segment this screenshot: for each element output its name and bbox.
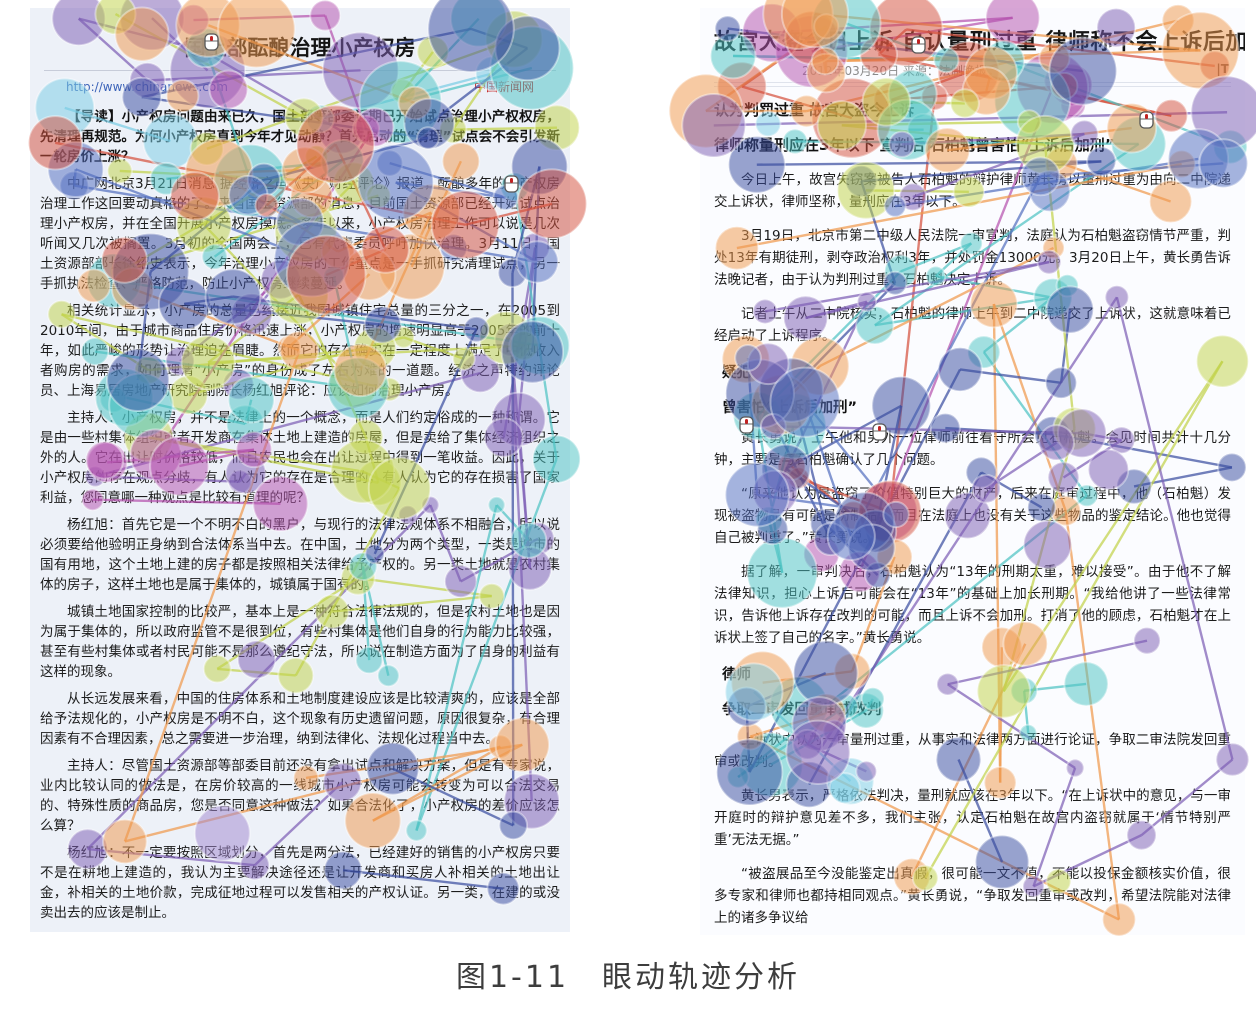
paragraph: 黄长勇说，上午他和另外一位律师前往看守所会见石柏魁。会见时间共计十几分钟，主要是… (714, 430, 1231, 468)
left-title-divider (44, 70, 556, 71)
paragraph: 从长远发展来看，中国的住房体系和土地制度建设应该是比较清爽的，应该是全部给予法规… (40, 691, 560, 747)
right-article-meta: 2012年03月20日 来源：法制晚报 |T (802, 62, 1229, 79)
paragraph: 3月19日，北京市第二中级人民法院一审宣判，法庭认为石柏魁盗窃情节严重，判处13… (714, 228, 1231, 288)
left-article-source: 中国新闻网 (473, 80, 534, 94)
paragraph: “原来他认为是盗窃了价值特别巨大的财产，后来在庭审过程中，他（石柏魁）发现被盗物… (714, 486, 1231, 546)
article-page-left: 国土部酝酿治理小产权房 http://www.chinanews.com 中国新… (30, 8, 570, 932)
font-size-toggle: |T (1216, 62, 1229, 76)
right-article-title: 故宫大盗今日上诉 自认量刑过重 律师称不会上诉后加刑 (714, 30, 1245, 55)
right-article-date: 2012年03月20日 来源：法制晚报 (802, 64, 987, 78)
paragraph: 相关统计显示，小产房的总量已经接近我国城镇住宅总量的三分之一，在2005到201… (40, 303, 560, 399)
right-meta-divider (714, 82, 1231, 87)
paragraph: 城镇土地国家控制的比较严，基本上是一种符合法律法规的，但是农村土地也是因为属于集… (40, 604, 560, 680)
right-article-body: 今日上午，故宫失窃案被告人石柏魁的辩护律师黄长勇以量刑过重为由向二中院递交上诉状… (714, 169, 1231, 929)
paragraph: 黄长男表示，严格依法判决，量刑就应该在3年以下。“在上诉状中的意见，与一审开庭时… (714, 788, 1231, 848)
paragraph: 据了解，一审判决后，石柏魁认为“13年的刑期太重，难以接受”。由于他不了解法律知… (714, 564, 1231, 646)
right-subhead-1: 认为判罚过重 故宫大盗今上诉 (714, 101, 915, 119)
section-head-fear: 曾害怕“上诉后加刑” (722, 400, 858, 416)
figure-caption: 图1-11 眼动轨迹分析 (455, 960, 801, 995)
paragraph: 杨红旭：不一定要按照区域划分，首先是两分法，已经建好的销售的小产权房只要不是在耕… (40, 845, 560, 921)
paragraph: 主持人：尽管国土资源部等部委目前还没有拿出试点和解决方案，但是有专家说，业内比较… (40, 758, 560, 834)
paragraph: 今日上午，故宫失窃案被告人石柏魁的辩护律师黄长勇以量刑过重为由向二中院递交上诉状… (714, 172, 1231, 210)
left-article-url: http://www.chinanews.com (66, 79, 228, 94)
paragraph: 上诉状中认为一审量刑过重，从事实和法律两方面进行论证，争取二审法院发回重审或改判… (714, 732, 1231, 770)
left-article-body: 【导读】小产权房问题由来已久，国土部等部委近期已开始试点治理小产权权房，先清理再… (40, 107, 560, 923)
section-head-retrial: 争取二审发回重审或改判 (722, 702, 882, 718)
paragraph: 中广网北京3月21日消息 据经济之声《央广财经评论》报道，酝酿多年的小产权房治理… (40, 176, 560, 292)
paragraph: 主持人：小产权房，并不是法律上的一个概念，而是人们约定俗成的一种称谓。它是由一些… (40, 410, 560, 506)
left-article-meta: http://www.chinanews.com 中国新闻网 (66, 78, 534, 95)
paragraph: 记者上午从二中院核实，石柏魁的律师上午到二中院递交了上诉状，这就意味着已经启动了… (714, 306, 1231, 344)
section-kicker-lawyer: 律师 (722, 667, 751, 683)
paragraph: “被盗展品至今没能鉴定出真假，很可能一文不值，不能以投保金额核实价值，很多专家和… (714, 866, 1231, 926)
paragraph-lead: 【导读】小产权房问题由来已久，国土部等部委近期已开始试点治理小产权权房，先清理再… (40, 109, 560, 165)
article-page-right: 故宫大盗今日上诉 自认量刑过重 律师称不会上诉后加刑 2012年03月20日 来… (700, 8, 1245, 935)
section-kicker-suspect: 疑犯 (722, 365, 751, 381)
right-subhead-2: 律师称量刑应在3年以下 宣判后 石柏魁曾害怕“上诉后加刑” (714, 136, 1115, 154)
left-article-title: 国土部酝酿治理小产权房 (184, 36, 416, 60)
paragraph: 杨红旭：首先它是一个不明不白的黑户，与现行的法律法规体系不相融合，所以说必须要给… (40, 517, 560, 593)
